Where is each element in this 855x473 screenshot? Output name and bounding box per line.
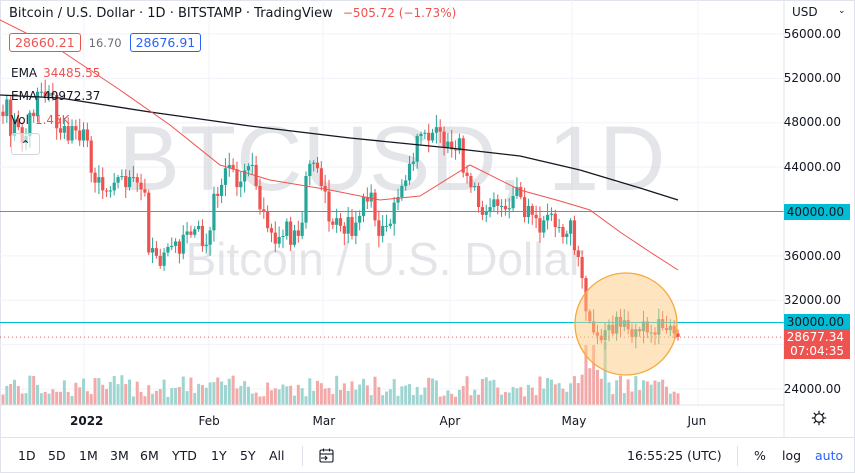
date-range-icon[interactable] (318, 447, 335, 464)
indicator-volume[interactable]: Vol 1.45K (11, 113, 70, 127)
price-tick: 44000.00 (783, 160, 841, 174)
bottom-toolbar: 1D 5D 1M 3M 6M YTD 1Y 5Y All 16:55:25 (U… (0, 437, 855, 473)
settings-gear-icon[interactable] (811, 410, 827, 426)
toolbar-divider (302, 446, 303, 466)
time-tick: Mar (312, 414, 336, 428)
price-tick: 56000.00 (783, 27, 841, 41)
range-5y[interactable]: 5Y (240, 448, 256, 463)
volume-bars (1, 342, 680, 405)
indicator-ema-slow[interactable]: EMA 40972.37 (11, 89, 101, 103)
log-scale-button[interactable]: log (782, 448, 802, 463)
price-tick: 32000.00 (783, 293, 841, 307)
level-price-tag[interactable]: 30000.00 (784, 314, 850, 331)
last-price-tag: 28677.34 07:04:35 (784, 329, 850, 360)
chart-legend: Bitcoin / U.S. Dollar · 1D · BITSTAMP · … (9, 6, 456, 21)
ema-fast-line (0, 19, 679, 271)
symbol-title: Bitcoin / U.S. Dollar · 1D · BITSTAMP · … (9, 6, 333, 21)
range-3m[interactable]: 3M (110, 448, 129, 463)
utc-clock[interactable]: 16:55:25 (UTC) (627, 448, 722, 463)
chevron-up-icon: ⌃ (20, 138, 31, 152)
price-change: −505.72 (−1.73%) (342, 6, 457, 20)
price-tick: 24000.00 (783, 382, 841, 396)
collapse-legend-button[interactable]: ⌃ (11, 133, 40, 155)
range-all[interactable]: All (269, 448, 285, 463)
price-tick: 48000.00 (783, 115, 841, 129)
watermark-symbol: BTCUSD, 1D (119, 108, 666, 210)
buy-price-button[interactable]: 28676.91 (129, 33, 202, 52)
currency-selector[interactable]: USD (792, 5, 818, 19)
spread-value: 16.70 (88, 35, 122, 50)
range-ytd[interactable]: YTD (172, 448, 197, 463)
time-tick: 2022 (70, 414, 104, 428)
price-tick: 52000.00 (783, 71, 841, 85)
time-tick: May (561, 414, 587, 428)
highlight-circle (574, 272, 678, 376)
level-price-tag[interactable]: 40000.00 (784, 203, 850, 220)
ema-slow-line (0, 94, 679, 201)
chevron-down-icon[interactable]: ⌄ (838, 6, 846, 16)
sell-price-button[interactable]: 28660.21 (9, 33, 81, 52)
watermark-name: Bitcoin / U.S. Dollar (186, 233, 585, 285)
quote-row: 28660.21 16.70 28676.91 (9, 33, 202, 52)
range-1d[interactable]: 1D (18, 448, 36, 463)
time-tick: Feb (198, 414, 220, 428)
auto-scale-button[interactable]: auto (815, 448, 844, 463)
indicator-ema-fast[interactable]: EMA 34485.55 (11, 66, 101, 80)
percent-scale-button[interactable]: % (754, 448, 766, 463)
chart-canvas[interactable]: BTCUSD, 1D Bitcoin / U.S. Dollar (0, 0, 855, 437)
range-1y[interactable]: 1Y (211, 448, 227, 463)
range-5d[interactable]: 5D (48, 448, 66, 463)
time-tick: Apr (439, 414, 461, 428)
time-tick: Jun (687, 414, 707, 428)
range-1m[interactable]: 1M (79, 448, 98, 463)
price-tick: 36000.00 (783, 249, 841, 263)
toolbar-divider (737, 446, 738, 466)
range-6m[interactable]: 6M (140, 448, 159, 463)
